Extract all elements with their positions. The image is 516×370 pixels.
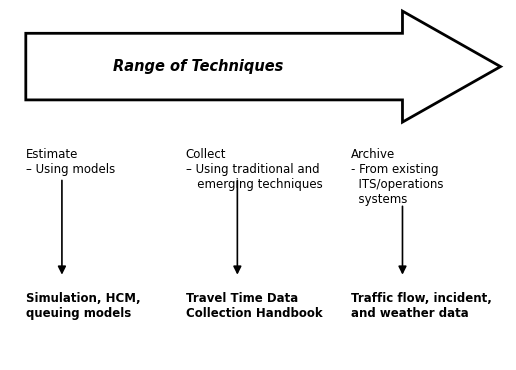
Text: Collect
– Using traditional and
   emerging techniques: Collect – Using traditional and emerging… xyxy=(186,148,322,191)
Text: Estimate
– Using models: Estimate – Using models xyxy=(26,148,115,176)
Text: Range of Techniques: Range of Techniques xyxy=(114,59,284,74)
Text: Simulation, HCM,
queuing models: Simulation, HCM, queuing models xyxy=(26,292,140,320)
Text: Traffic flow, incident,
and weather data: Traffic flow, incident, and weather data xyxy=(351,292,492,320)
Polygon shape xyxy=(26,11,501,122)
Text: Archive
- From existing
  ITS/operations
  systems: Archive - From existing ITS/operations s… xyxy=(351,148,443,206)
Text: Travel Time Data
Collection Handbook: Travel Time Data Collection Handbook xyxy=(186,292,322,320)
